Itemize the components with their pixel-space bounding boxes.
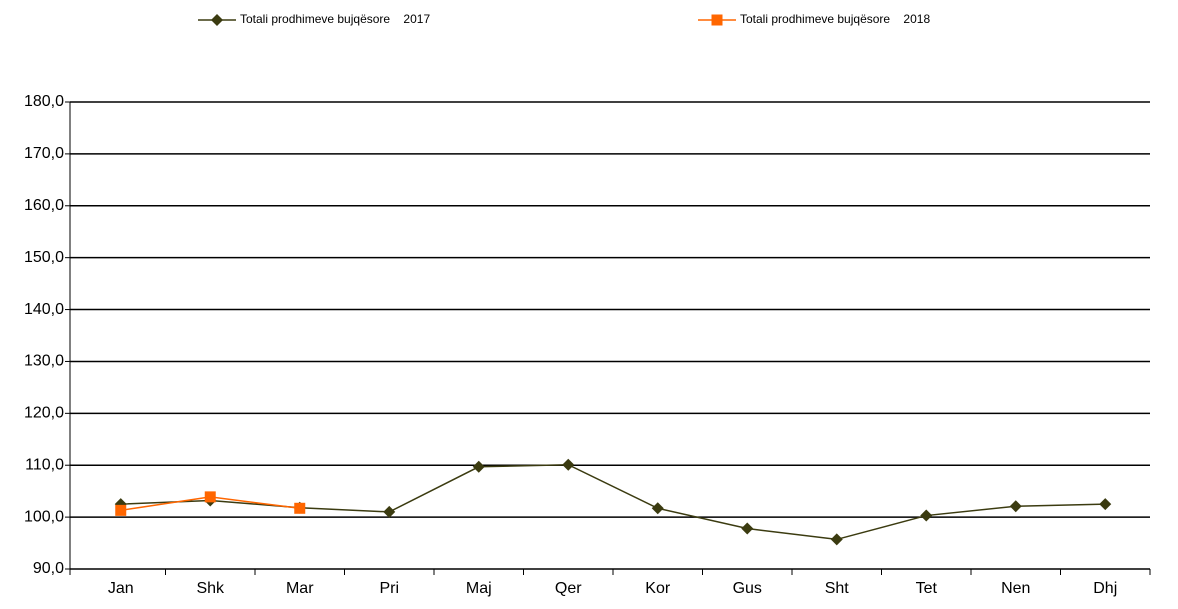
marker (383, 505, 396, 518)
x-tick-label: Dhj (1093, 580, 1117, 597)
legend-label: Totali prodhimeve bujqësore 2017 (240, 12, 430, 26)
y-tick-label: 90,0 (33, 560, 64, 577)
marker (1099, 498, 1112, 511)
x-tick-label: Gus (733, 580, 762, 597)
x-tick-label: Kor (645, 580, 671, 597)
x-tick-label: Qer (555, 580, 582, 597)
marker (830, 533, 843, 546)
y-tick-label: 120,0 (24, 405, 64, 422)
y-tick-label: 170,0 (24, 145, 64, 162)
y-tick-label: 160,0 (24, 197, 64, 214)
marker (211, 14, 223, 26)
marker (741, 522, 754, 535)
series-line (120, 463, 1106, 541)
marker (204, 491, 216, 503)
y-tick-label: 130,0 (24, 353, 64, 370)
marker (920, 509, 933, 522)
y-tick-label: 150,0 (24, 249, 64, 266)
marker (115, 504, 127, 516)
marker (472, 460, 485, 473)
x-tick-label: Pri (379, 580, 399, 597)
y-tick-label: 140,0 (24, 301, 64, 318)
marker (562, 458, 575, 471)
x-tick-label: Jan (108, 580, 134, 597)
x-tick-label: Tet (916, 580, 938, 597)
marker (294, 502, 306, 514)
legend-label: Totali prodhimeve bujqësore 2018 (740, 12, 930, 26)
y-tick-label: 180,0 (24, 93, 64, 110)
x-tick-label: Shk (196, 580, 225, 597)
y-tick-label: 100,0 (24, 508, 64, 525)
marker (651, 502, 664, 515)
x-tick-label: Mar (286, 580, 314, 597)
marker (1009, 500, 1022, 513)
x-tick-label: Maj (466, 580, 492, 597)
x-tick-label: Nen (1001, 580, 1030, 597)
marker (711, 14, 723, 26)
y-tick-label: 110,0 (25, 456, 64, 473)
x-tick-label: Sht (825, 580, 850, 597)
